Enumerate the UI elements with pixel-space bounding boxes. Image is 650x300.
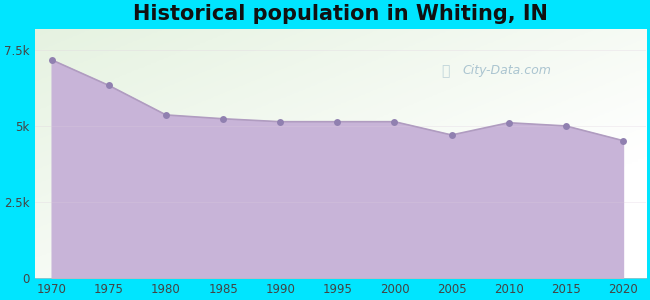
Point — [275, 119, 285, 124]
Text: City-Data.com: City-Data.com — [462, 64, 551, 77]
Point — [389, 119, 400, 124]
Point — [161, 112, 171, 117]
Point — [618, 138, 628, 143]
Point — [218, 116, 228, 121]
Title: Historical population in Whiting, IN: Historical population in Whiting, IN — [133, 4, 547, 24]
Point — [103, 83, 114, 88]
Point — [46, 58, 57, 62]
Point — [332, 119, 343, 124]
Point — [561, 124, 571, 128]
Point — [447, 133, 457, 137]
Point — [504, 120, 514, 125]
Text: ⦾: ⦾ — [441, 64, 449, 78]
